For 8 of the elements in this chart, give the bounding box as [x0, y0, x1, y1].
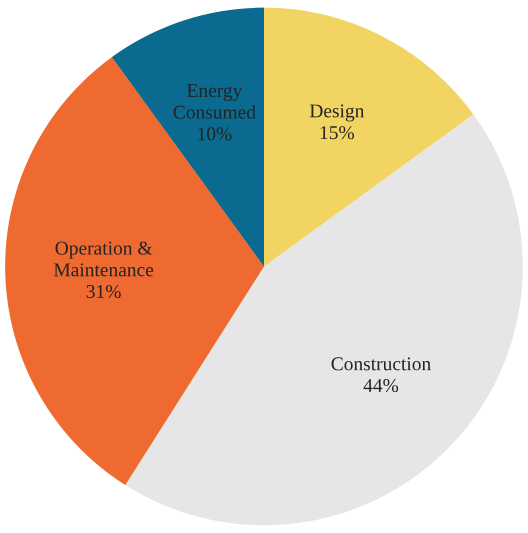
data-label: 31% — [86, 284, 121, 298]
data-label: 44% — [364, 378, 398, 392]
slice-label: Construction — [332, 357, 431, 370]
slice-label: Design — [310, 104, 364, 122]
data-label: 15% — [320, 126, 354, 140]
slice-label: Operation & Maintenance — [54, 242, 154, 276]
data-label: 10% — [198, 127, 232, 140]
slice-label: Energy Consumed — [174, 84, 256, 119]
